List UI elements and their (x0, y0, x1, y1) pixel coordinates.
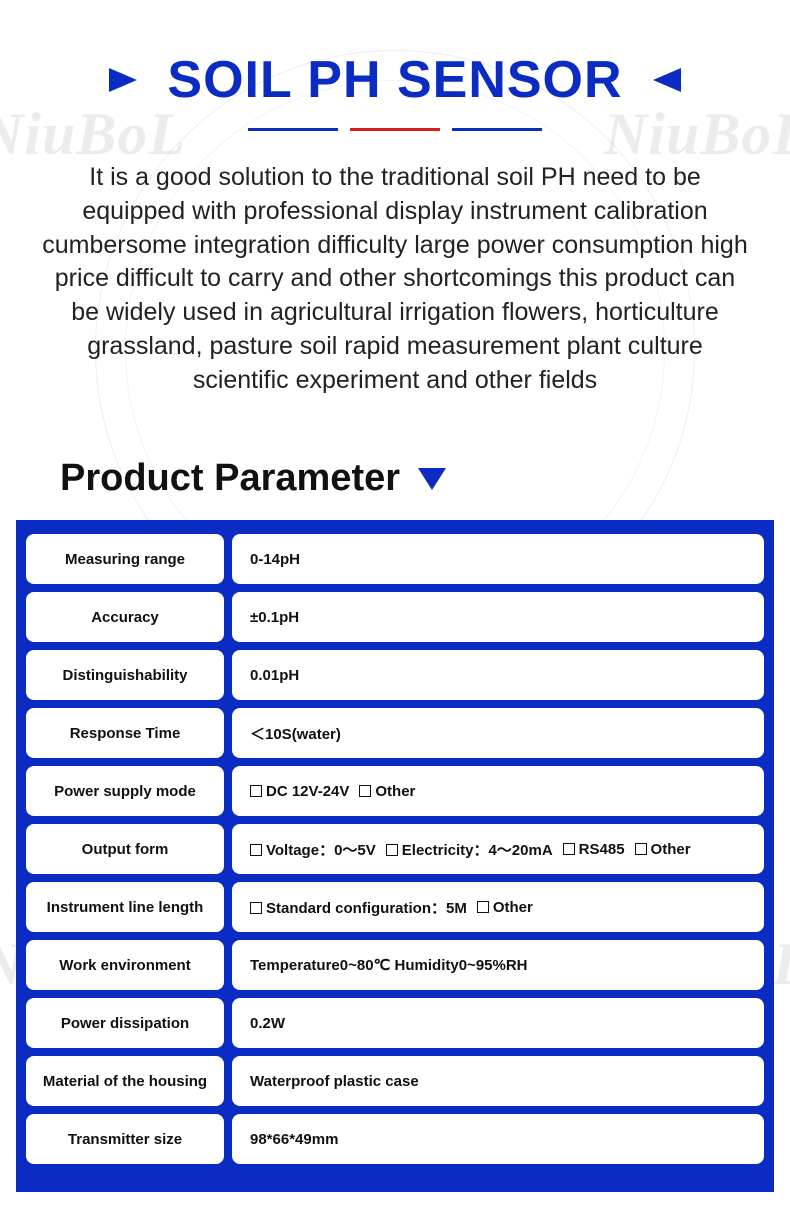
value-item: 0.2W (250, 1015, 285, 1032)
checkbox-icon (359, 785, 371, 797)
value-text: ±0.1pH (250, 609, 299, 626)
checkbox-icon (386, 844, 398, 856)
page-title: SOIL PH SENSOR (167, 50, 622, 110)
parameter-label: Measuring range (26, 534, 224, 584)
table-row: Response Time ＜10S(water) (26, 708, 764, 758)
value-item: Standard configuration：5M (250, 897, 467, 918)
value-item: ＜10S(water) (250, 723, 341, 744)
parameter-value: 0.2W (232, 998, 764, 1048)
parameter-value: 98*66*49mm (232, 1114, 764, 1164)
product-description: It is a good solution to the traditional… (40, 161, 750, 397)
value-item: Electricity：4～20mA (386, 839, 553, 860)
parameter-label: Response Time (26, 708, 224, 758)
value-item: Other (477, 899, 533, 916)
parameter-value: Waterproof plastic case (232, 1056, 764, 1106)
header: SOIL PH SENSOR (0, 0, 790, 131)
parameter-label: Power supply mode (26, 766, 224, 816)
value-item: RS485 (563, 841, 625, 858)
value-text: ＜10S(water) (250, 726, 341, 743)
table-row: Power supply mode DC 12V-24V Other (26, 766, 764, 816)
parameter-value: ±0.1pH (232, 592, 764, 642)
value-text: Electricity：4～20mA (402, 842, 553, 859)
table-row: Instrument line lengthStandard configura… (26, 882, 764, 932)
checkbox-icon (250, 785, 262, 797)
value-text: 0.01pH (250, 667, 299, 684)
value-item: Other (359, 783, 415, 800)
checkbox-icon (250, 902, 262, 914)
table-row: Power dissipation 0.2W (26, 998, 764, 1048)
parameter-value: Temperature0~80℃ Humidity0~95%RH (232, 940, 764, 990)
checkbox-icon (477, 901, 489, 913)
parameter-label: Accuracy (26, 592, 224, 642)
checkbox-icon (563, 843, 575, 855)
triangle-left-icon (653, 68, 681, 92)
parameter-label: Power dissipation (26, 998, 224, 1048)
parameter-label: Transmitter size (26, 1114, 224, 1164)
parameter-table: Measuring range 0-14pH Accuracy ±0.1pH Disti… (16, 520, 774, 1192)
parameter-label: Distinguishability (26, 650, 224, 700)
value-item: DC 12V-24V (250, 783, 349, 800)
value-text: Other (493, 899, 533, 916)
value-text: Voltage：0～5V (266, 842, 376, 859)
value-item: Temperature0~80℃ Humidity0~95%RH (250, 956, 528, 974)
value-text: Other (651, 841, 691, 858)
parameter-label: Output form (26, 824, 224, 874)
value-text: 0-14pH (250, 551, 300, 568)
value-item: Other (635, 841, 691, 858)
table-row: Material of the housing Waterproof plasti… (26, 1056, 764, 1106)
title-underline (0, 128, 790, 131)
value-item: ±0.1pH (250, 609, 299, 626)
value-text: DC 12V-24V (266, 783, 349, 800)
checkbox-icon (635, 843, 647, 855)
section-heading: Product Parameter (60, 457, 400, 500)
value-text: Other (375, 783, 415, 800)
value-text: RS485 (579, 841, 625, 858)
table-row: Distinguishability 0.01pH (26, 650, 764, 700)
parameter-label: Work environment (26, 940, 224, 990)
table-row: Output form Voltage：0～5V Electricity：4～20m… (26, 824, 764, 874)
parameter-value: 0-14pH (232, 534, 764, 584)
value-text: Standard configuration：5M (266, 900, 467, 917)
parameter-label: Material of the housing (26, 1056, 224, 1106)
parameter-value: ＜10S(water) (232, 708, 764, 758)
parameter-label: Instrument line length (26, 882, 224, 932)
parameter-value: Standard configuration：5M Other (232, 882, 764, 932)
table-row: Measuring range 0-14pH (26, 534, 764, 584)
checkbox-icon (250, 844, 262, 856)
triangle-down-icon (418, 468, 446, 490)
value-item: Waterproof plastic case (250, 1073, 419, 1090)
triangle-right-icon (109, 68, 137, 92)
value-text: Temperature0~80℃ Humidity0~95%RH (250, 957, 528, 974)
parameter-value: 0.01pH (232, 650, 764, 700)
table-row: Transmitter size 98*66*49mm (26, 1114, 764, 1164)
value-item: 0.01pH (250, 667, 299, 684)
parameter-value: DC 12V-24V Other (232, 766, 764, 816)
value-text: 98*66*49mm (250, 1131, 338, 1148)
value-text: 0.2W (250, 1015, 285, 1032)
parameter-value: Voltage：0～5V Electricity：4～20mA RS485 Other (232, 824, 764, 874)
value-item: Voltage：0～5V (250, 839, 376, 860)
section-heading-row: Product Parameter (60, 457, 790, 500)
value-item: 0-14pH (250, 551, 300, 568)
value-text: Waterproof plastic case (250, 1073, 419, 1090)
table-row: Accuracy ±0.1pH (26, 592, 764, 642)
table-row: Work environment Temperature0~80℃ Humidit… (26, 940, 764, 990)
value-item: 98*66*49mm (250, 1131, 338, 1148)
